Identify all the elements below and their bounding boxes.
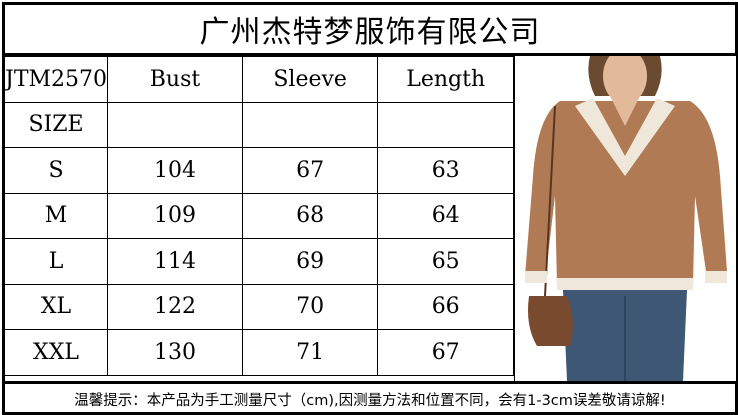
footer-note: 温馨提示：本产品为手工测量尺寸（cm),因测量方法和位置不同，会有1-3cm误差… bbox=[5, 381, 735, 415]
cell-bust: 109 bbox=[107, 192, 243, 239]
cell-size: L bbox=[5, 238, 109, 285]
empty-cell bbox=[241, 101, 379, 148]
cell-sleeve: 69 bbox=[241, 238, 379, 285]
table-row: L 114 69 65 bbox=[5, 238, 514, 285]
cell-sleeve: 68 bbox=[241, 192, 379, 239]
table-row: XXL 130 71 67 bbox=[5, 329, 514, 376]
table-row: S 104 67 63 bbox=[5, 147, 514, 194]
cell-sleeve: 70 bbox=[241, 283, 379, 330]
cell-bust: 104 bbox=[107, 147, 243, 194]
cell-bust: 122 bbox=[107, 283, 243, 330]
cell-bust: 114 bbox=[107, 238, 243, 285]
table-row: XL 122 70 66 bbox=[5, 283, 514, 330]
cell-length: 65 bbox=[377, 238, 514, 285]
cell-size: M bbox=[5, 192, 109, 239]
cell-size: S bbox=[5, 147, 109, 194]
cell-sleeve: 71 bbox=[241, 329, 379, 376]
empty-cell bbox=[377, 101, 514, 148]
cell-length: 67 bbox=[377, 329, 514, 376]
size-label: SIZE bbox=[5, 101, 109, 148]
header-bust: Bust bbox=[107, 56, 243, 103]
model-number: JTM2570 bbox=[5, 56, 109, 103]
table-row: M 109 68 64 bbox=[5, 192, 514, 239]
size-label-row: SIZE bbox=[5, 101, 514, 148]
cell-length: 63 bbox=[377, 147, 514, 194]
cell-length: 66 bbox=[377, 283, 514, 330]
cell-sleeve: 67 bbox=[241, 147, 379, 194]
cell-bust: 130 bbox=[107, 329, 243, 376]
cell-size: XXL bbox=[5, 329, 109, 376]
table-header-row: JTM2570 Bust Sleeve Length bbox=[5, 56, 514, 103]
header-length: Length bbox=[377, 56, 514, 103]
cell-length: 64 bbox=[377, 192, 514, 239]
empty-cell bbox=[107, 101, 243, 148]
product-photo bbox=[514, 48, 736, 381]
cell-size: XL bbox=[5, 283, 109, 330]
header-sleeve: Sleeve bbox=[241, 56, 379, 103]
company-title: 广州杰特梦服饰有限公司 bbox=[5, 5, 735, 56]
size-table: JTM2570 Bust Sleeve Length SIZE S 104 67 63… bbox=[5, 56, 514, 376]
